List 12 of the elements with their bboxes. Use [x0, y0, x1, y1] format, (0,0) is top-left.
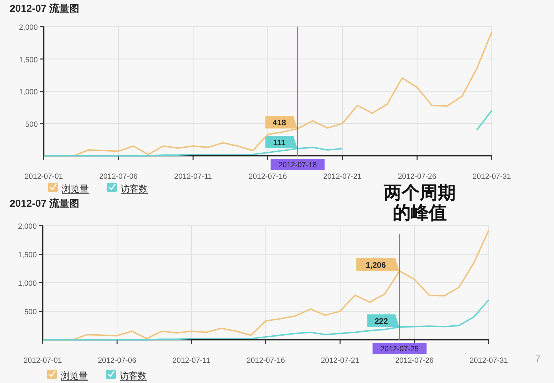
- text: 7: [535, 354, 541, 364]
- legend-label: 浏览量: [62, 184, 89, 194]
- chart-title: 2012-07 流量图: [10, 3, 80, 15]
- legend-label: 访客数: [121, 184, 148, 194]
- annotation: 222: [374, 316, 389, 326]
- text: 两个周期的峰值: [383, 183, 456, 223]
- legend-label: 浏览量: [61, 371, 88, 381]
- annotation: 1,206: [366, 260, 387, 270]
- chart-title: 2012-07 流量图: [10, 198, 80, 210]
- annotation: 418: [272, 118, 287, 128]
- legend-label: 访客数: [120, 371, 147, 381]
- annotation: 111: [273, 138, 286, 148]
